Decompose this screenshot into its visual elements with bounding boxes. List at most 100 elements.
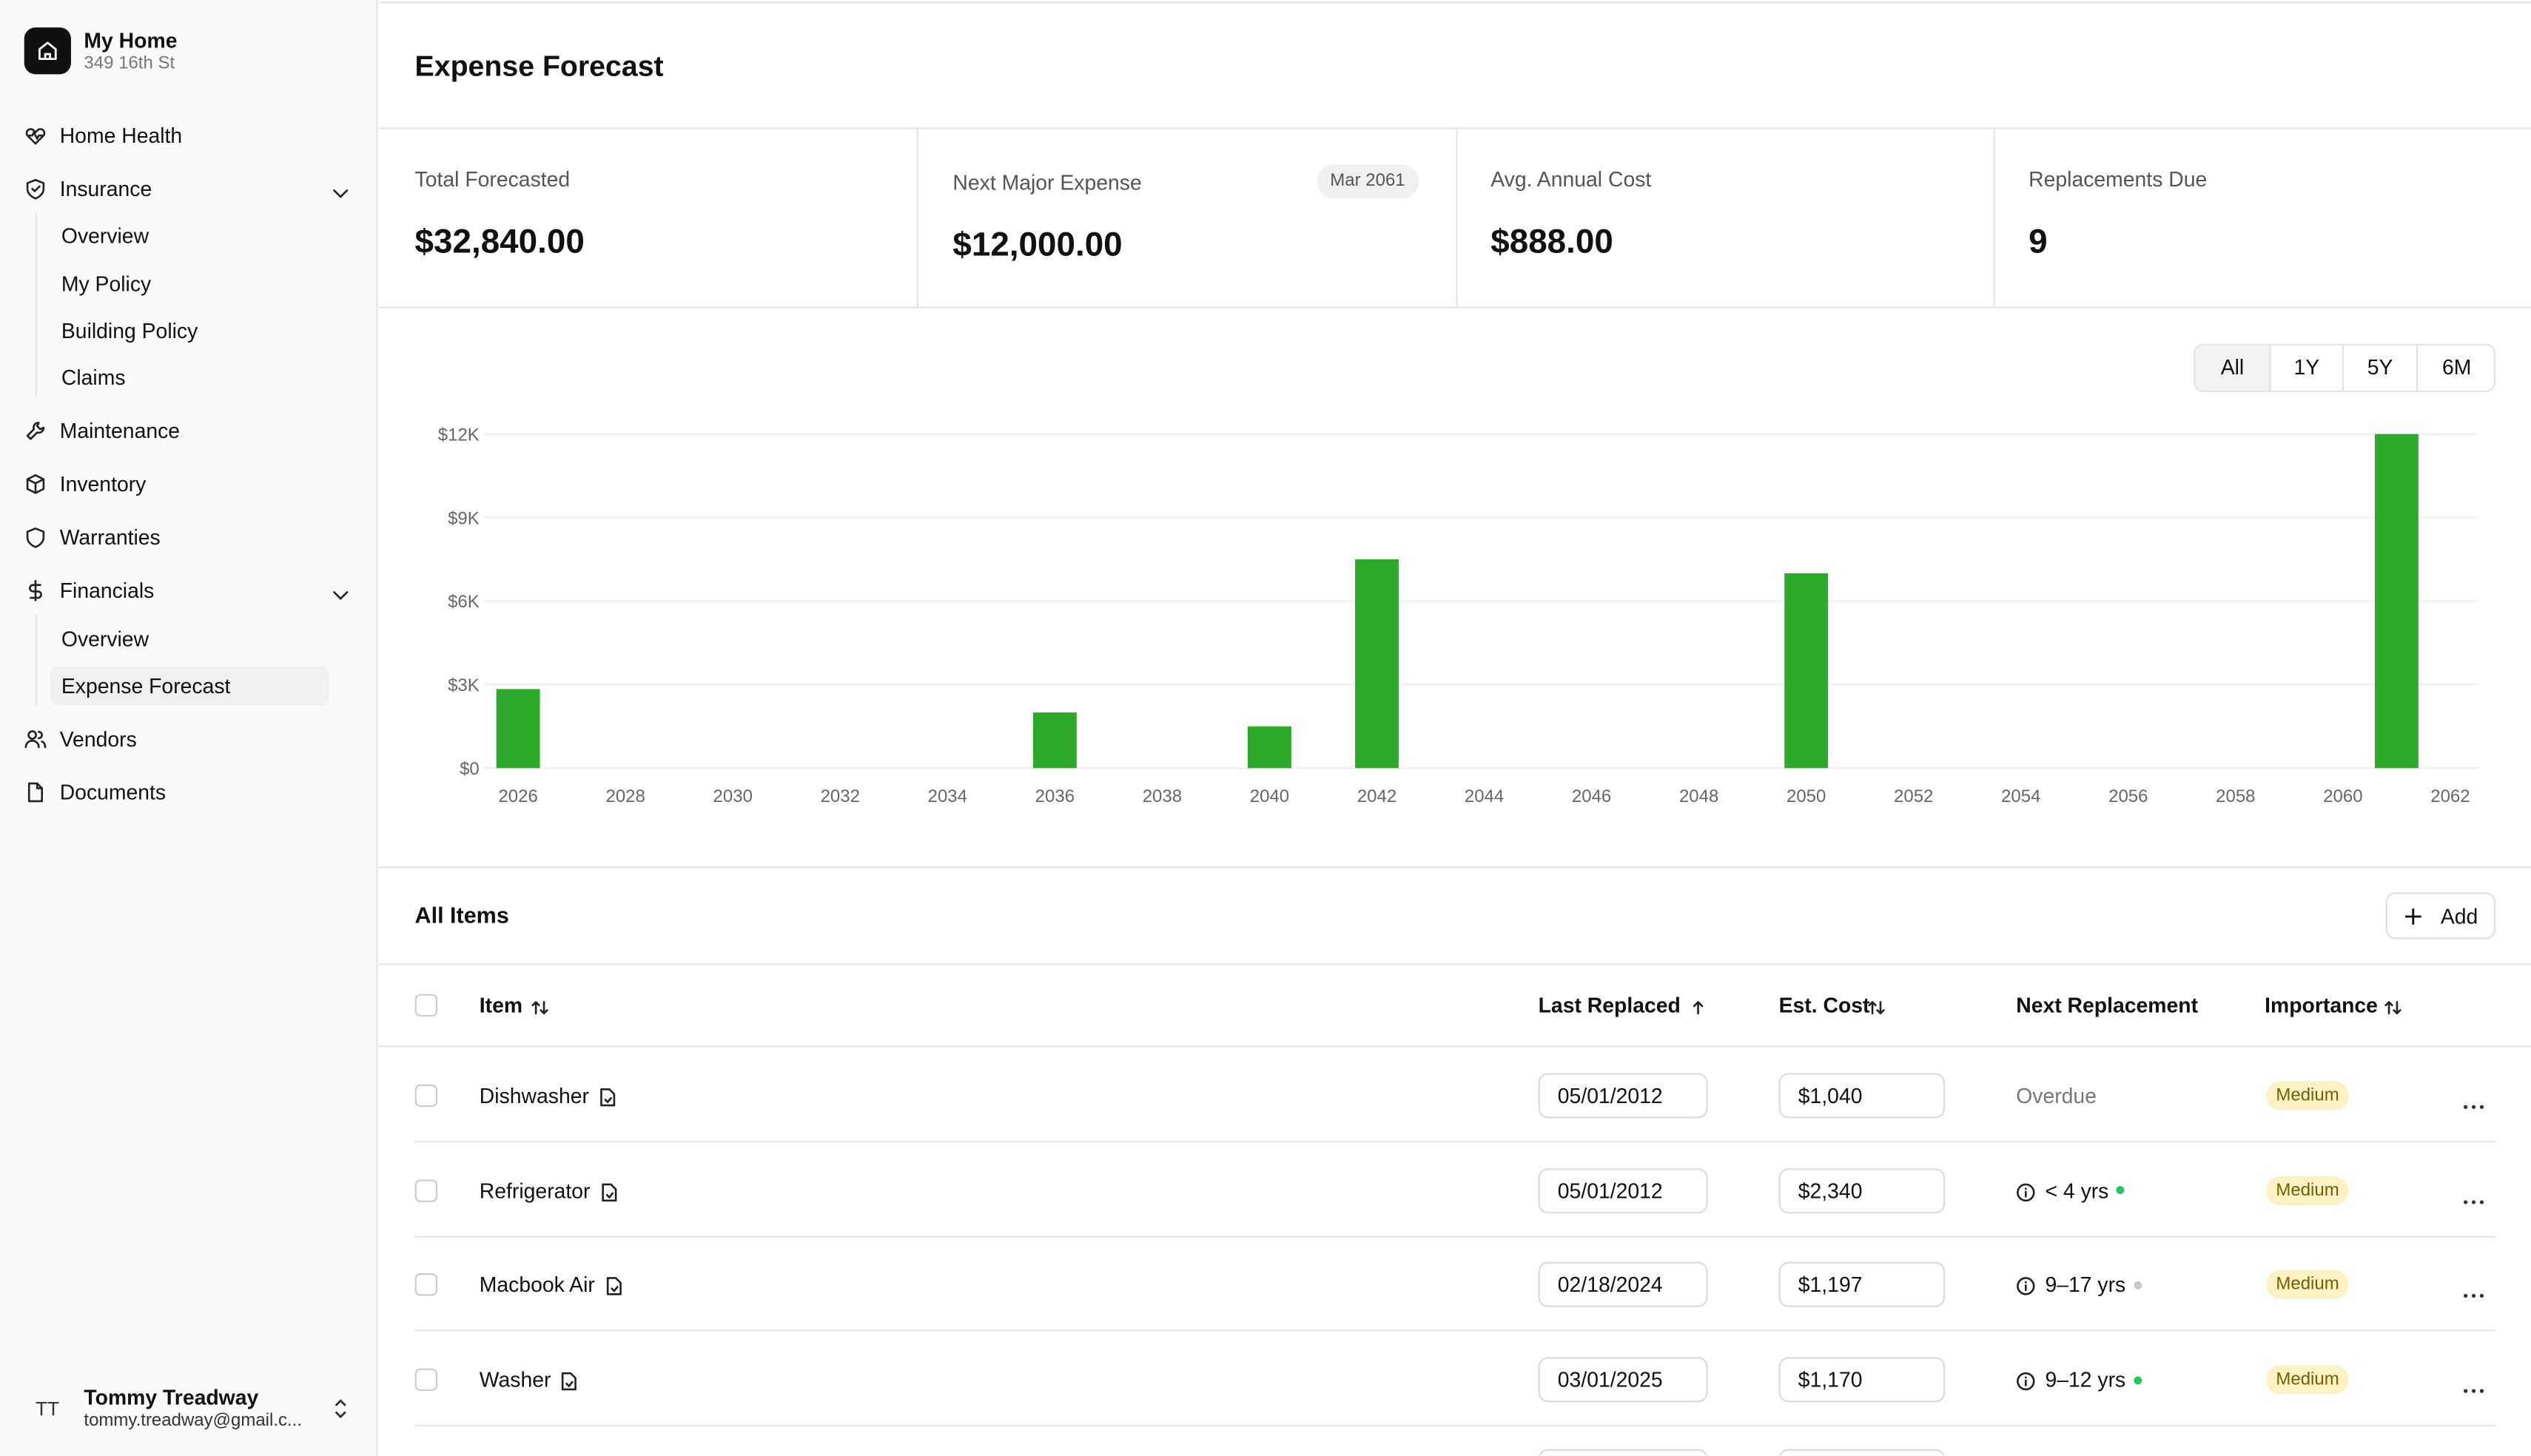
nav-item[interactable]: Maintenance [59, 419, 181, 444]
column-header[interactable]: Est. Cost [1778, 993, 1870, 1018]
x-tick-label: 2048 [1679, 786, 1718, 806]
nav-chevron[interactable] [331, 583, 350, 600]
stat-badge: Mar 2061 [1317, 164, 1419, 199]
nav-icon [24, 579, 47, 602]
nav-item[interactable]: Financials [59, 579, 155, 604]
nav-subitem[interactable]: Claims [61, 365, 126, 391]
row-menu[interactable] [2461, 1091, 2486, 1109]
nav-item[interactable]: Insurance [59, 176, 152, 201]
stat-divider [1993, 127, 1995, 307]
nav-icon-glyph [26, 528, 45, 549]
range-button[interactable]: 5Y [2342, 345, 2416, 391]
row-menu[interactable] [2461, 1280, 2486, 1298]
divider [379, 1, 2531, 4]
range-button[interactable]: 6M [2416, 345, 2494, 391]
date-value: 05/01/2012 [1557, 1178, 1663, 1203]
date-input[interactable]: 03/01/2025 [1538, 1357, 1708, 1403]
column-header[interactable]: Item [479, 993, 523, 1018]
row-checkbox[interactable] [414, 1179, 438, 1202]
x-tick-label: 2042 [1357, 786, 1396, 806]
row-menu-glyph [2464, 1389, 2484, 1393]
next-replacement: 9–17 yrs [2045, 1273, 2126, 1298]
nav-icon-glyph [29, 580, 42, 602]
next-replacement: 9–12 yrs [2045, 1367, 2126, 1392]
date-input[interactable]: 02/18/2024 [1538, 1262, 1708, 1308]
y-tick-label: $9K [448, 508, 480, 528]
nav-item[interactable]: Vendors [59, 727, 137, 751]
nav-chevron[interactable] [331, 181, 350, 198]
add-label: Add [2440, 904, 2478, 929]
sort-icon [531, 996, 549, 1015]
date-input[interactable]: 05/01/2012 [1538, 1167, 1708, 1213]
status-dot [2134, 1375, 2142, 1384]
cost-input[interactable]: $1,170 [1778, 1357, 1946, 1403]
item-name: Macbook Air [479, 1273, 595, 1298]
row-menu-glyph [2464, 1199, 2484, 1204]
sort-icon-glyph [1868, 1001, 1885, 1015]
sidebar [0, 0, 378, 1456]
row-checkbox[interactable] [414, 1368, 438, 1392]
importance-badge: Medium [2266, 1270, 2349, 1300]
file-icon [599, 1086, 616, 1107]
nav-item[interactable]: Documents [59, 780, 167, 804]
row-checkbox[interactable] [414, 1084, 438, 1108]
row-menu[interactable] [2461, 1185, 2486, 1204]
date-value: 02/18/2024 [1557, 1273, 1663, 1298]
nav-subitem[interactable]: Overview [61, 626, 149, 650]
home-logo[interactable] [24, 27, 71, 75]
column-header[interactable]: Last Replaced [1538, 993, 1681, 1018]
nav-subitem[interactable]: Overview [61, 223, 149, 249]
file-icon-glyph [605, 1277, 621, 1296]
cost-value: $1,197 [1798, 1273, 1863, 1298]
nav-subitem[interactable]: My Policy [61, 271, 152, 296]
cost-input[interactable]: $1,197 [1778, 1262, 1946, 1308]
nav-icon-glyph [27, 782, 44, 802]
row-menu-glyph [2464, 1105, 2484, 1109]
nav-icon [24, 124, 47, 147]
add-button[interactable]: Add [2385, 892, 2496, 940]
cost-value: $1,040 [1798, 1083, 1863, 1108]
file-icon [600, 1181, 618, 1201]
range-button[interactable]: All [2195, 345, 2270, 391]
item-name: Washer [479, 1367, 551, 1392]
cost-input[interactable]: $1,040 [1778, 1073, 1946, 1119]
user-menu-chevron[interactable] [331, 1398, 350, 1420]
row-divider [414, 1236, 2496, 1238]
x-tick-label: 2062 [2430, 786, 2470, 806]
nav-item[interactable]: Home Health [59, 123, 183, 148]
info-icon [2016, 1181, 2035, 1201]
date-input[interactable]: 05/01/2012 [1538, 1073, 1708, 1119]
stat-value: $888.00 [1490, 223, 1613, 261]
row-menu[interactable] [2461, 1375, 2486, 1393]
row-checkbox-glyph [414, 1368, 438, 1392]
nav-subitem[interactable]: Building Policy [61, 318, 198, 343]
nav-item[interactable]: Warranties [59, 525, 161, 550]
range-button[interactable]: 1Y [2269, 345, 2342, 391]
range-toggle: All 1Y 5Y 6M [2194, 343, 2496, 393]
cost-input[interactable]: $2,340 [1778, 1167, 1946, 1213]
column-header[interactable]: Importance [2265, 993, 2378, 1018]
divider [379, 866, 2531, 869]
home-address: 349 16th St [84, 54, 175, 74]
sort-icon [1690, 996, 1708, 1015]
item-name: Dishwasher [479, 1083, 589, 1108]
file-icon-glyph [599, 1088, 616, 1107]
row-checkbox[interactable] [414, 1273, 438, 1297]
partial-input [1538, 1449, 1708, 1456]
x-tick-label: 2038 [1143, 786, 1182, 806]
x-tick-label: 2052 [1894, 786, 1933, 806]
nav-item[interactable]: Inventory [59, 472, 147, 497]
nav-icon [24, 420, 47, 443]
divider [379, 306, 2531, 309]
x-tick-label: 2044 [1465, 786, 1504, 806]
next-replacement: < 4 yrs [2045, 1178, 2109, 1203]
x-tick-label: 2058 [2216, 786, 2255, 806]
nav-chevron-glyph [333, 189, 349, 198]
row-divider [414, 1425, 2496, 1427]
stat-value: $12,000.00 [952, 226, 1123, 264]
nav-icon-glyph [24, 729, 47, 748]
file-icon-glyph [601, 1182, 616, 1201]
header-checkbox[interactable] [414, 994, 438, 1017]
nav-subitem[interactable]: Expense Forecast [61, 673, 231, 698]
